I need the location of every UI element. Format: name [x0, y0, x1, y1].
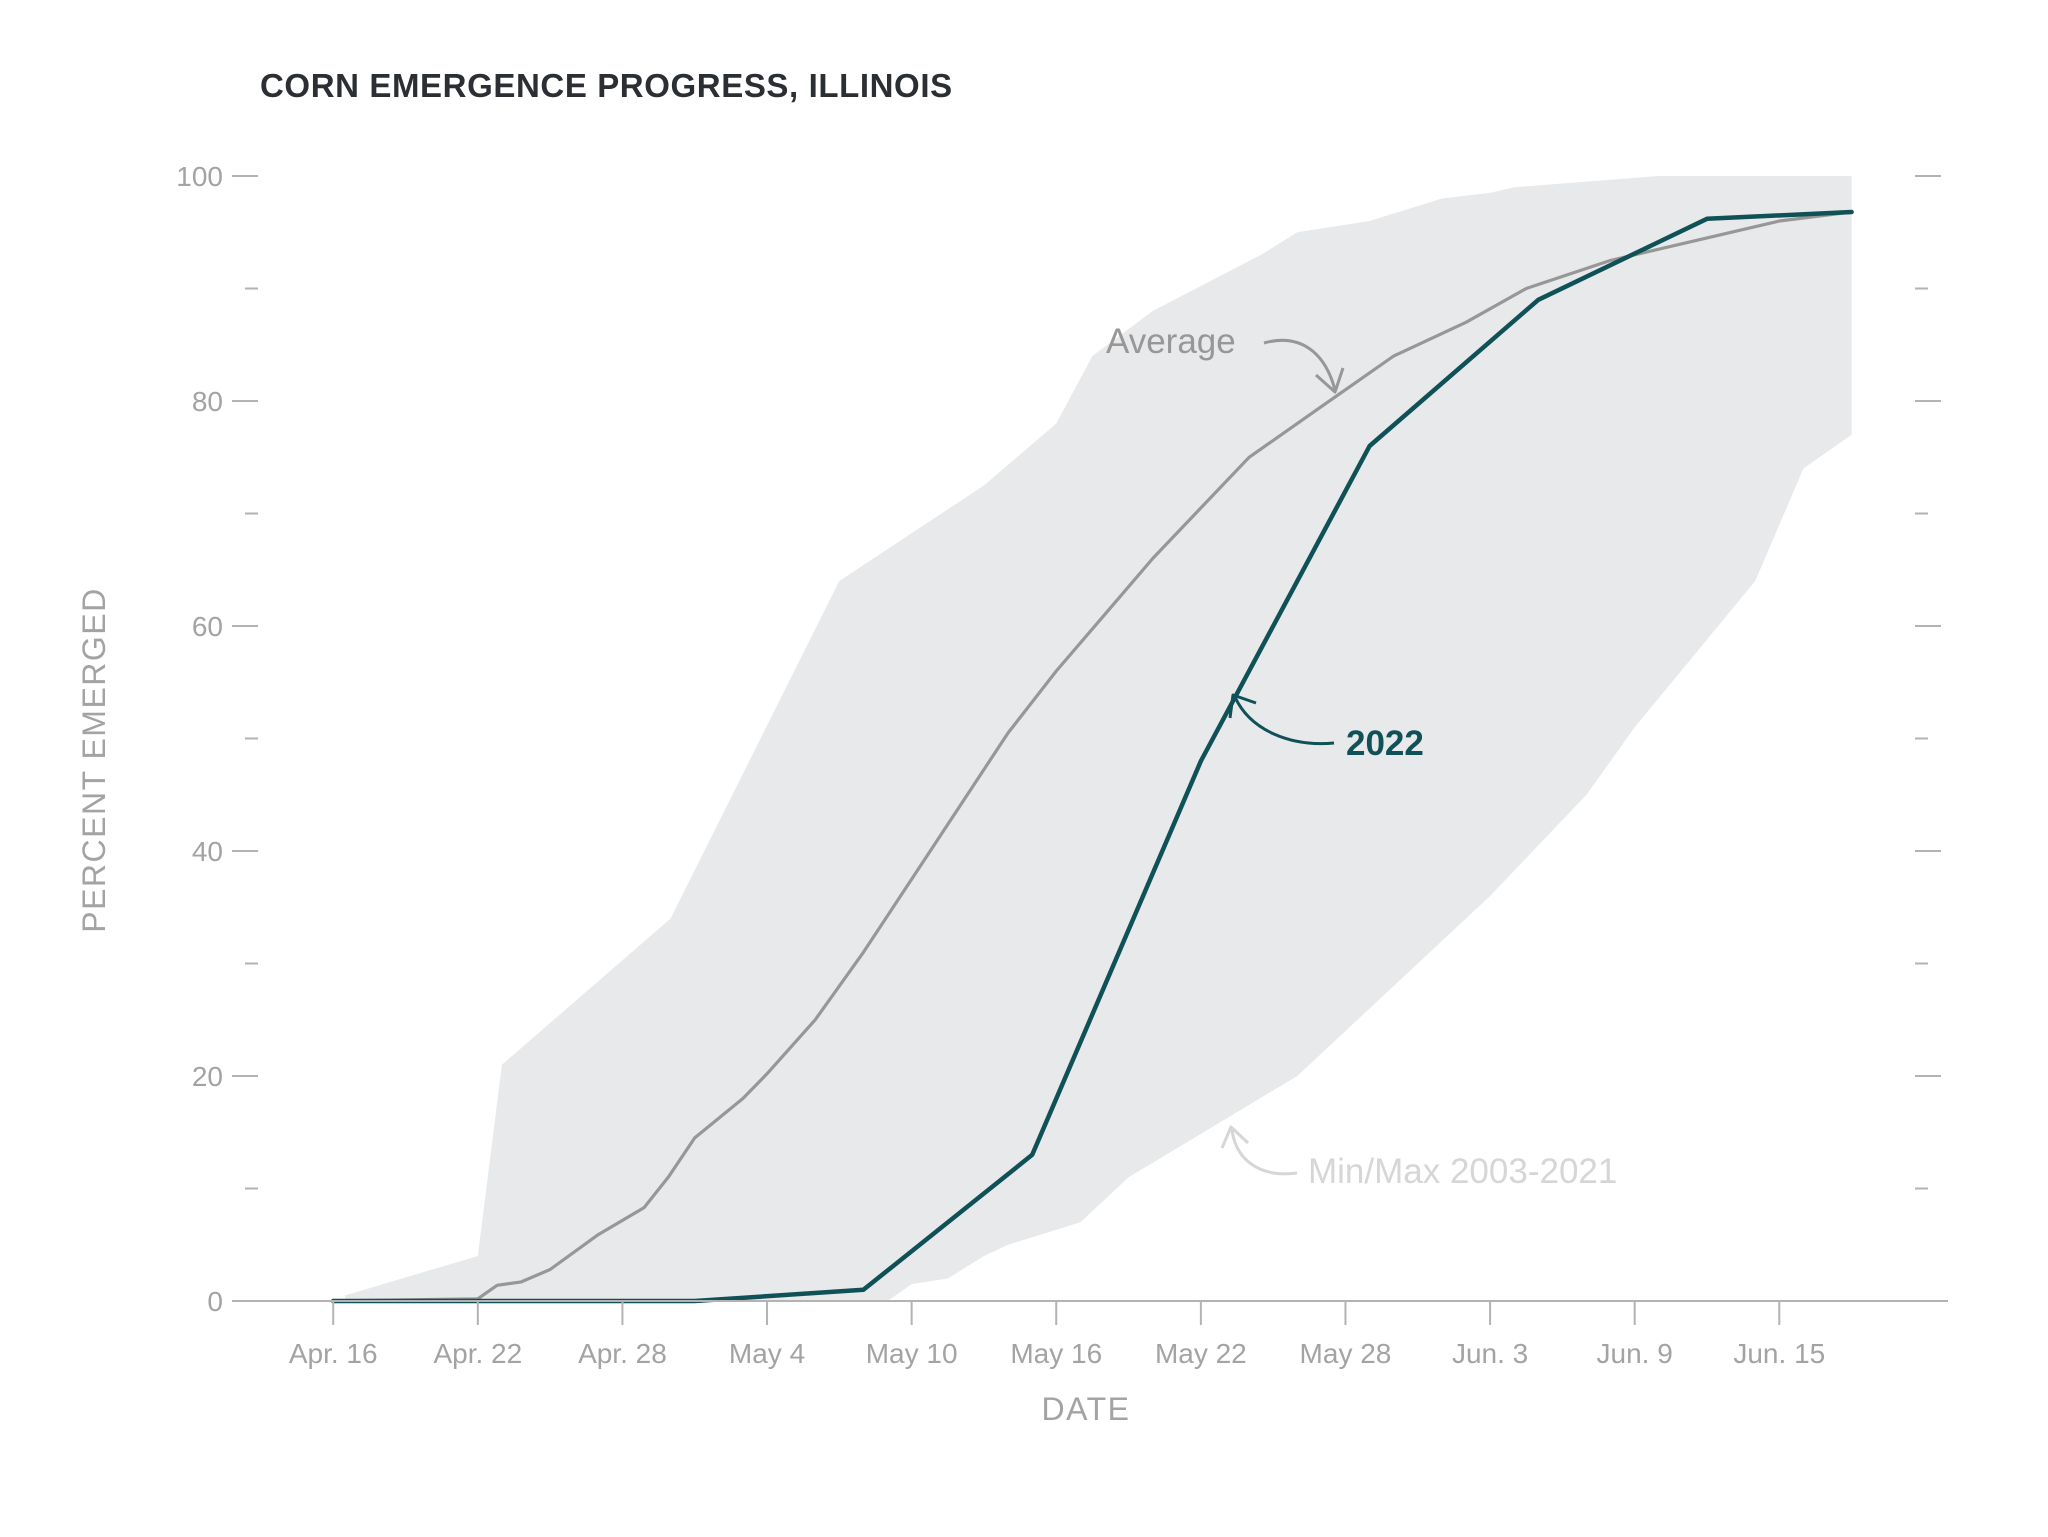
- y-tick-label: 0: [207, 1286, 223, 1317]
- 2022-arrow-icon: [1233, 696, 1335, 746]
- y-tick-label: 80: [192, 386, 223, 417]
- average-arrow-icon: [1263, 338, 1337, 391]
- x-tick-label: May 16: [1010, 1338, 1102, 1369]
- min-max-label: Min/Max 2003-2021: [1308, 1152, 1617, 1191]
- y-tick-label: 40: [192, 836, 223, 867]
- x-tick-label: Apr. 22: [433, 1338, 522, 1369]
- min-max-band: [345, 176, 1852, 1301]
- average-label: Average: [1106, 322, 1236, 361]
- chart-title: CORN EMERGENCE PROGRESS, ILLINOIS: [260, 67, 953, 104]
- x-tick-label: May 4: [729, 1338, 805, 1369]
- 2022-line-layer: [330, 209, 1854, 1304]
- y-tick-label: 60: [192, 611, 223, 642]
- average-line-layer: [331, 210, 1854, 1303]
- x-tick-label: May 10: [866, 1338, 958, 1369]
- x-tick-label: Apr. 28: [578, 1338, 667, 1369]
- x-tick-label: Jun. 15: [1733, 1338, 1825, 1369]
- min-max-arrowhead-icon: [1220, 1125, 1250, 1149]
- average-arrowhead-icon: [1314, 367, 1345, 394]
- average-line: [331, 210, 1854, 1303]
- min-max-annotation: Min/Max 2003-2021: [1220, 1125, 1617, 1191]
- x-tick-label: Apr. 16: [289, 1338, 378, 1369]
- min-max-band-layer: [345, 176, 1852, 1301]
- series-2022-line: [330, 209, 1854, 1304]
- average-annotation: Average: [1106, 322, 1345, 394]
- x-axis-title: DATE: [1042, 1391, 1131, 1427]
- x-tick-label: May 28: [1300, 1338, 1392, 1369]
- y-tick-label: 100: [176, 161, 223, 192]
- x-tick-label: Jun. 3: [1452, 1338, 1528, 1369]
- x-tick-label: May 22: [1155, 1338, 1247, 1369]
- 2022-arrowhead-icon: [1228, 693, 1257, 719]
- min-max-arrow-icon: [1230, 1129, 1298, 1176]
- 2022-label: 2022: [1346, 724, 1424, 763]
- y-axis-title: PERCENT EMERGED: [76, 587, 112, 933]
- 2022-annotation: 2022: [1228, 693, 1424, 763]
- x-tick-label: Jun. 9: [1597, 1338, 1673, 1369]
- axes: 0 20 40 60 80 100 Apr. 16 Apr. 22 Apr. 28 May 4 Ma…: [176, 161, 1948, 1369]
- y-tick-label: 20: [192, 1061, 223, 1092]
